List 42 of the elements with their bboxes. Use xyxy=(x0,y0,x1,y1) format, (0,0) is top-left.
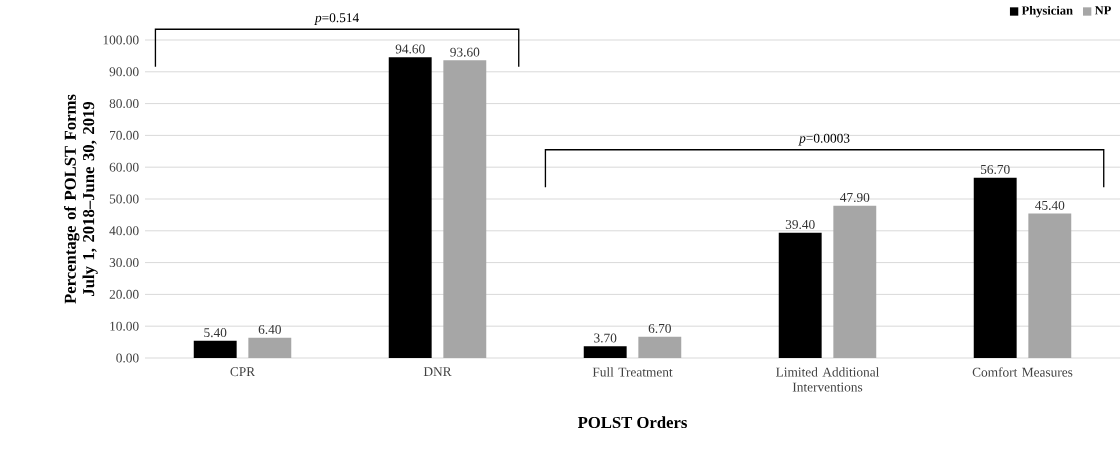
bar xyxy=(443,60,487,358)
bar xyxy=(583,346,627,358)
data-label: 39.40 xyxy=(785,219,815,230)
y-tick-label: 90.00 xyxy=(109,67,139,77)
data-label: 94.60 xyxy=(395,44,425,54)
data-label: 5.40 xyxy=(204,328,227,338)
y-tick-label: 40.00 xyxy=(109,226,139,236)
data-label: 45.40 xyxy=(1035,200,1065,210)
bar xyxy=(833,205,877,358)
y-axis-title: Percentage of POLST Forms July 1, 2018–June 30, 2019 xyxy=(64,94,98,304)
y-tick-label: 60.00 xyxy=(109,162,139,172)
data-label: 47.90 xyxy=(840,192,870,202)
data-label: 3.70 xyxy=(594,333,617,343)
bar xyxy=(1028,213,1072,358)
y-tick-label: 80.00 xyxy=(109,99,139,109)
y-tick-label: 0.00 xyxy=(116,353,139,363)
data-label: 6.40 xyxy=(258,324,281,334)
bar xyxy=(193,340,237,358)
y-tick-label: 70.00 xyxy=(110,130,139,140)
data-label: 6.70 xyxy=(648,323,671,334)
bar xyxy=(248,337,292,358)
x-tick-label: DNR xyxy=(423,367,452,376)
legend-label: NP xyxy=(1094,6,1111,15)
x-tick-label: CPR xyxy=(230,367,256,377)
x-tick-label: Limited Additional Interventions xyxy=(776,367,880,392)
y-tick-label: 10.00 xyxy=(110,321,139,331)
x-tick-label: Full Treatment xyxy=(592,367,673,377)
text: p=0.514 xyxy=(314,13,359,25)
data-label: 56.70 xyxy=(980,164,1010,175)
y-tick-label: 20.00 xyxy=(109,289,139,299)
y-tick-label: 50.00 xyxy=(109,194,139,204)
legend-label: Physician xyxy=(1021,5,1073,18)
bar xyxy=(973,177,1017,358)
y-tick-label: 30.00 xyxy=(109,258,139,268)
y-tick-label: 100.00 xyxy=(103,35,139,45)
bar xyxy=(778,232,822,358)
bar xyxy=(638,336,682,358)
bar xyxy=(388,57,432,358)
data-label: 93.60 xyxy=(450,47,480,57)
x-tick-label: Comfort Measures xyxy=(972,367,1073,377)
x-axis-title: POLST Orders xyxy=(577,416,687,429)
annotation: p=0.0003 xyxy=(798,133,850,146)
